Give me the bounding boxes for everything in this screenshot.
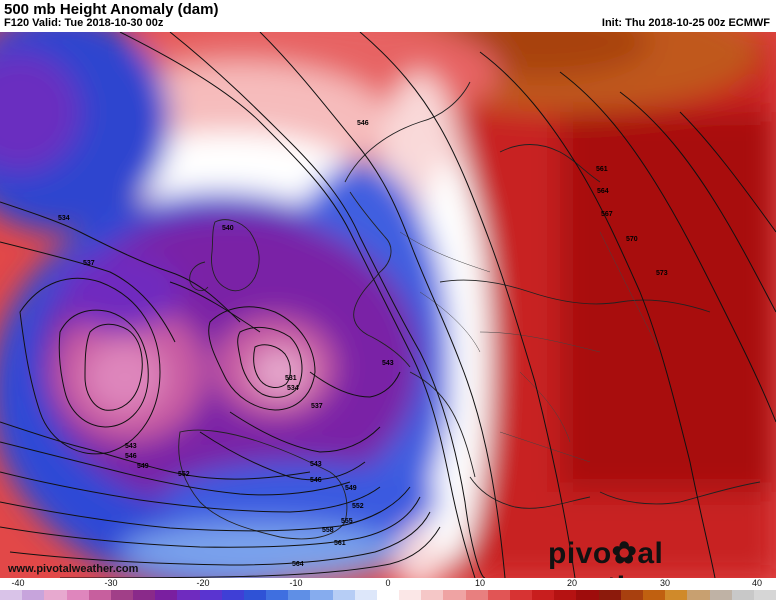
colorbar-swatch [554, 590, 577, 600]
colorbar-swatch [155, 590, 178, 600]
contour-label: 534 [287, 385, 299, 392]
colorbar-swatch [310, 590, 333, 600]
colorbar-swatch [110, 590, 134, 600]
coastlines [178, 81, 761, 540]
colorbar-tick: -30 [104, 578, 118, 588]
init-time: Init: Thu 2018-10-25 00z ECMWF [601, 17, 770, 29]
colorbar-swatch [288, 590, 311, 600]
contour-labels: 546 534 537 540 543 531 534 537 543 546 … [58, 120, 668, 568]
colorbar-swatch [687, 590, 710, 600]
contour-label: 564 [597, 188, 609, 195]
colorbar-tick: -40 [11, 578, 25, 588]
colorbar-swatch [731, 590, 754, 600]
brand-text-left: pivo [548, 537, 612, 570]
colorbar-swatch [709, 590, 732, 600]
map-title: 500 mb Height Anomaly (dam) [4, 1, 219, 18]
anomaly-map[interactable]: 546 534 537 540 543 531 534 537 543 546 … [0, 32, 776, 578]
contour-label: 537 [83, 260, 95, 267]
colorbar-swatch [354, 590, 377, 600]
height-contours [0, 32, 776, 578]
colorbar-swatches [0, 590, 776, 600]
borders [399, 231, 661, 463]
contour-label: 540 [222, 225, 234, 232]
colorbar-swatch [465, 590, 488, 600]
colorbar-swatch [665, 590, 688, 600]
contour-label: 546 [357, 120, 369, 127]
colorbar-swatch [421, 590, 444, 600]
contour-label: 543 [310, 461, 322, 468]
colorbar-tick: -20 [196, 578, 210, 588]
colorbar-swatch [0, 590, 23, 600]
header: 500 mb Height Anomaly (dam) F120 Valid: … [0, 0, 776, 32]
colorbar-swatch [598, 590, 621, 600]
colorbar-swatch [243, 590, 267, 600]
contour-label: 558 [322, 527, 334, 534]
colorbar-ticks: -40 -30 -20 -10 0 10 20 30 40 [0, 578, 776, 589]
colorbar-swatch [44, 590, 67, 600]
contour-label: 546 [125, 453, 137, 460]
colorbar-tick: 10 [474, 578, 486, 588]
contour-label: 564 [292, 561, 304, 568]
colorbar-swatch [177, 590, 200, 600]
colorbar-swatch [199, 590, 222, 600]
colorbar-tick: 0 [385, 578, 391, 588]
contour-label: 573 [656, 270, 668, 277]
colorbar-swatch [332, 590, 355, 600]
contour-label: 534 [58, 215, 70, 222]
colorbar-swatch [88, 590, 111, 600]
contour-label: 552 [352, 503, 364, 510]
colorbar-tick: 30 [659, 578, 671, 588]
contour-label: 552 [178, 471, 190, 478]
colorbar-swatch [22, 590, 45, 600]
map-canvas: 546 534 537 540 543 531 534 537 543 546 … [0, 32, 776, 578]
colorbar-swatch [133, 590, 156, 600]
colorbar-swatch [576, 590, 599, 600]
contour-label: 543 [125, 443, 137, 450]
colorbar-swatch [376, 590, 400, 600]
contour-label: 561 [596, 166, 608, 173]
colorbar-tick: -10 [289, 578, 303, 588]
anomaly-field [0, 32, 776, 578]
colorbar-swatch [509, 590, 533, 600]
colorbar-swatch [221, 590, 244, 600]
colorbar-swatch [399, 590, 422, 600]
contour-label: 531 [285, 375, 297, 382]
colorbar-tick: 20 [566, 578, 578, 588]
colorbar-swatch [443, 590, 466, 600]
contour-label: 549 [137, 463, 149, 470]
website-url: www.pivotalweather.com [8, 563, 139, 575]
valid-time: F120 Valid: Tue 2018-10-30 00z [4, 17, 164, 29]
contour-label: 561 [334, 540, 346, 547]
colorbar-swatch [753, 590, 776, 600]
contour-label: 567 [601, 211, 613, 218]
contour-label: 555 [341, 518, 353, 525]
colorbar-swatch [266, 590, 289, 600]
contour-label: 546 [310, 477, 322, 484]
contour-label: 543 [382, 360, 394, 367]
colorbar-swatch [620, 590, 643, 600]
gear-icon: ✿ [611, 537, 638, 570]
colorbar-swatch [66, 590, 89, 600]
colorbar-swatch [487, 590, 510, 600]
colorbar-tick: 40 [751, 578, 763, 588]
colorbar-swatch [532, 590, 555, 600]
contour-label: 549 [345, 485, 357, 492]
colorbar-swatch [642, 590, 666, 600]
contour-label: 537 [311, 403, 323, 410]
contour-label: 570 [626, 236, 638, 243]
